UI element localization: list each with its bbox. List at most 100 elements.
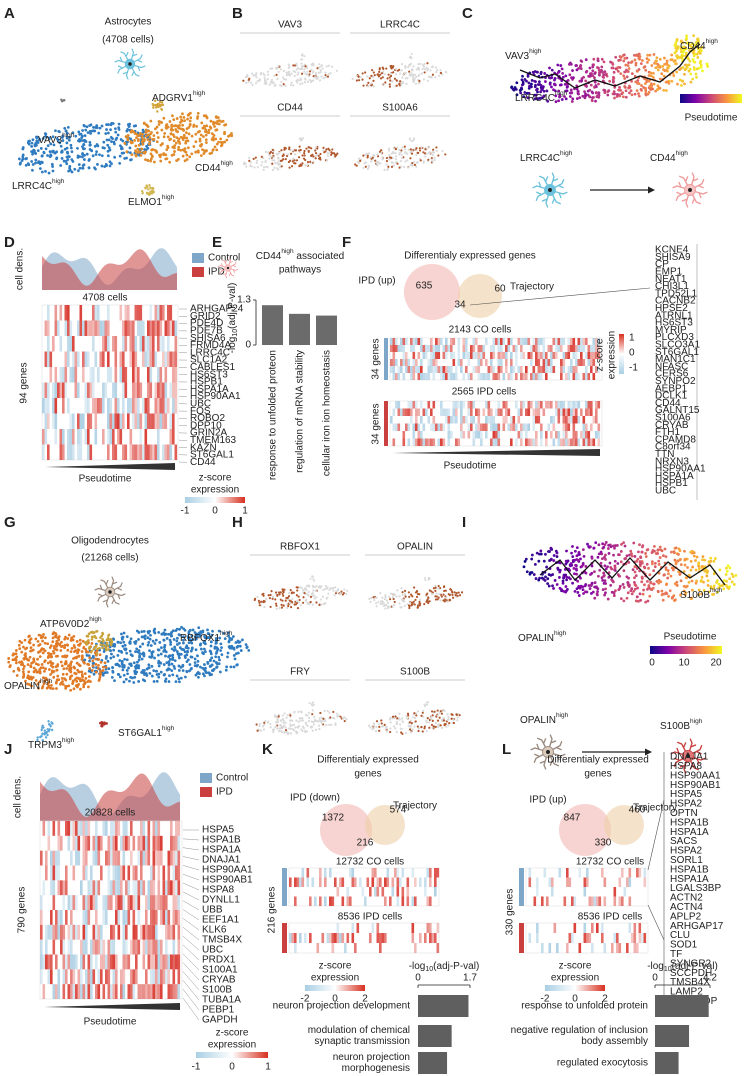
heatmap-cell [152,336,155,352]
umap-dot [400,160,402,162]
heatmap-cell [130,336,133,352]
umap-dot [435,722,437,724]
heatmap-cell [425,409,428,417]
heatmap-cell [443,352,446,359]
heatmap-cell [490,424,493,432]
venn-set-label: Trajectory [510,282,554,293]
heatmap-cell [170,383,173,399]
heatmap-cell [65,305,68,321]
umap-dot [255,82,257,84]
heatmap-cell [453,373,456,380]
umap-dot [387,74,389,76]
gene-title: S100A6 [382,103,418,114]
umap-dot [305,147,307,149]
umap-dot [424,577,426,579]
heatmap-cell [528,424,531,432]
heatmap-cell [450,366,453,373]
heatmap-cell [165,352,168,368]
heatmap-cell [515,359,518,366]
heatmap-cell [568,338,571,345]
heatmap-cell [120,429,123,445]
umap-dot [16,674,19,677]
heatmap-cell [107,352,110,368]
heatmap-cell [433,352,436,359]
heatmap-cell [593,373,596,380]
heatmap-cell [87,414,90,430]
heatmap-cell [563,431,566,439]
heatmap-cell [167,398,170,414]
umap-dot [448,722,450,724]
umap-dot [92,632,95,635]
heatmap-cell [403,373,406,380]
cell-icon [115,49,145,79]
heatmap-cell [495,424,498,432]
umap-dot [181,124,184,127]
gene-title: FRY [290,667,310,678]
umap-dot [307,81,309,83]
umap-dot [120,632,123,635]
umap-cloud [253,580,350,613]
umap-dot [179,115,182,118]
heatmap-cell [423,424,426,432]
umap-dot [152,187,154,189]
umap-dot [439,69,441,71]
umap-dot [734,574,737,577]
heatmap-cell [550,345,553,352]
umap-dot [437,719,439,721]
umap-dot [331,66,333,68]
umap-dot [121,668,124,671]
heatmap-cell [573,338,576,345]
umap-dot [171,114,174,117]
umap-dot [213,659,216,662]
heatmap-cell [410,373,413,380]
umap-dot [73,168,76,171]
heatmap-cell [590,352,593,359]
umap-dot [268,157,270,159]
umap-dot [294,75,296,77]
umap-dot [663,57,666,60]
heatmap-cell [122,383,125,399]
umap-dot [594,100,597,103]
umap-dot [108,634,111,637]
heatmap-cell [97,398,100,414]
umap-dot [135,647,138,650]
heatmap-cell [493,416,496,424]
umap-dot [252,158,254,160]
umap-dot [102,141,105,144]
umap-dot [155,639,158,642]
umap-dot [667,595,670,598]
umap-dot [415,83,417,85]
heatmap-cell [543,345,546,352]
heatmap-cell [420,439,423,447]
umap-dot [389,731,391,733]
umap-dot [564,585,567,588]
heatmap-cell [523,338,526,345]
umap-dot [424,579,426,581]
umap-dot [429,69,431,71]
umap-dot [88,675,91,678]
heatmap-cell [70,321,73,337]
heatmap-cell [538,401,541,409]
umap-dot [174,659,177,662]
heatmap-cell [500,338,503,345]
heatmap-cell [157,445,160,461]
heatmap-cell [107,414,110,430]
heatmap-cell [155,352,158,368]
umap-dot [107,660,110,663]
heatmap-cell [545,439,548,447]
heatmap-cell [560,439,563,447]
heatmap-cell [420,373,423,380]
colorbar [619,334,624,374]
colorbar [185,497,245,503]
umap-dot [84,129,87,132]
heatmap-cell [538,366,541,373]
umap-dot [324,71,326,73]
umap-dot [247,649,250,652]
panel-letter: H [232,514,243,531]
umap-dot [314,157,316,159]
heatmap-cell [563,424,566,432]
heatmap-cell [428,439,431,447]
umap-dot [636,89,639,92]
heatmap-cell [453,338,456,345]
umap-dot [159,159,162,162]
